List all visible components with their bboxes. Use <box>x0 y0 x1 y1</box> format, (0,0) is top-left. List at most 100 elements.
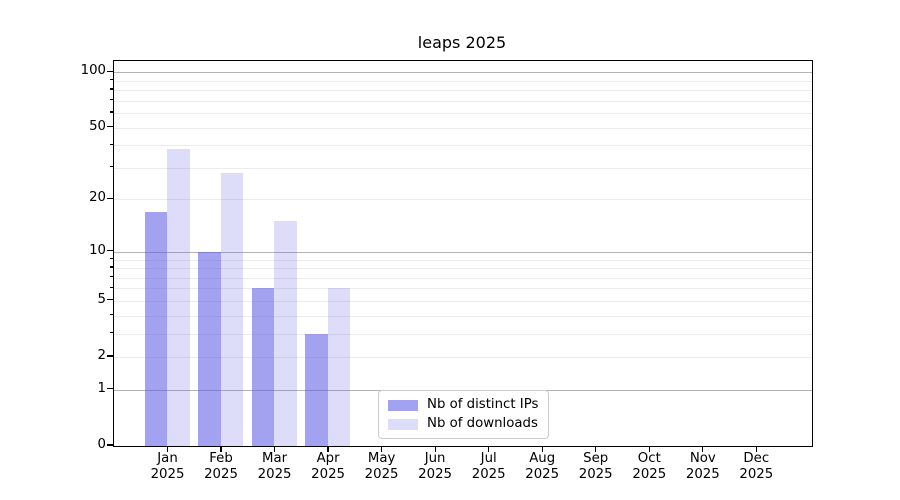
y-minortick-70 <box>109 99 113 101</box>
x-tick-label-dec: Dec 2025 <box>726 451 786 483</box>
x-tick-may <box>381 446 383 452</box>
bar-distinct-ips-mar <box>251 288 275 446</box>
x-tick-mar <box>273 446 276 452</box>
x-tick-month: Jan <box>157 451 178 466</box>
y-tick-2 <box>107 355 113 357</box>
gridline-90 <box>114 80 812 82</box>
x-tick-year: 2025 <box>578 467 613 482</box>
x-tick-label-apr: Apr 2025 <box>298 451 358 483</box>
y-tick-50 <box>107 125 113 128</box>
x-tick-month: Aug <box>529 451 556 466</box>
bar-distinct-ips-feb <box>198 251 221 446</box>
y-tick-label-0: 0 <box>97 437 106 452</box>
legend-label-downloads: Nb of downloads <box>427 416 538 431</box>
bar-downloads-apr <box>327 288 351 446</box>
x-tick-label-may: May 2025 <box>352 451 412 483</box>
gridline-8 <box>114 268 812 269</box>
gridline-10 <box>114 251 812 253</box>
y-minortick-40 <box>109 143 113 145</box>
gridline-70 <box>114 100 812 102</box>
x-tick-jun <box>434 446 436 452</box>
x-tick-month: Apr <box>316 451 340 466</box>
x-tick-month: Dec <box>743 451 770 466</box>
x-tick-nov <box>702 446 704 452</box>
y-minortick-7 <box>109 275 113 278</box>
y-tick-1 <box>107 388 113 390</box>
x-tick-month: Jun <box>424 451 446 466</box>
legend-item-distinct-ips: Nb of distinct IPs <box>388 397 538 413</box>
x-tick-label-jun: Jun 2025 <box>405 451 465 483</box>
gridline-5 <box>114 300 812 302</box>
bar-distinct-ips-apr <box>305 333 328 446</box>
x-tick-month: Mar <box>262 451 288 466</box>
gridline-50 <box>114 127 812 129</box>
x-tick-year: 2025 <box>204 467 238 482</box>
legend-swatch-distinct-ips <box>388 399 418 411</box>
y-tick-10 <box>107 250 113 252</box>
x-tick-month: Jul <box>480 451 497 466</box>
x-tick-year: 2025 <box>150 467 185 482</box>
x-tick-aug <box>541 446 543 452</box>
y-minortick-80 <box>109 88 113 90</box>
y-minortick-9 <box>109 257 113 260</box>
x-tick-year: 2025 <box>418 467 453 482</box>
gridline-2 <box>114 357 812 358</box>
gridline-40 <box>114 145 812 147</box>
gridline-4 <box>114 315 812 317</box>
x-tick-jan <box>166 446 169 452</box>
x-tick-label-nov: Nov 2025 <box>673 451 733 483</box>
x-tick-month: Feb <box>209 451 233 466</box>
gridline-7 <box>114 277 812 279</box>
y-tick-label-2: 2 <box>97 348 106 363</box>
x-tick-month: Sep <box>583 451 609 466</box>
gridline-9 <box>114 259 812 261</box>
x-tick-label-mar: Mar 2025 <box>245 451 305 483</box>
bar-distinct-ips-jan <box>144 211 167 446</box>
y-tick-label-50: 50 <box>89 118 106 134</box>
gridline-30 <box>114 167 812 169</box>
y-minortick-8 <box>109 266 113 268</box>
gridline-100 <box>114 72 812 74</box>
y-minortick-4 <box>109 314 113 316</box>
legend-item-downloads: Nb of downloads <box>388 416 538 432</box>
x-tick-year: 2025 <box>739 467 774 482</box>
y-minortick-90 <box>109 79 113 81</box>
gridline-6 <box>114 288 812 290</box>
x-tick-year: 2025 <box>364 467 399 482</box>
gridline-3 <box>114 333 812 335</box>
x-tick-label-aug: Aug 2025 <box>512 451 572 483</box>
y-minortick-30 <box>109 166 113 168</box>
x-tick-year: 2025 <box>632 467 667 482</box>
y-minortick-60 <box>109 111 113 113</box>
gridline-20 <box>114 199 812 201</box>
x-tick-label-jan: Jan 2025 <box>138 451 198 483</box>
x-tick-year: 2025 <box>525 467 560 482</box>
gridline-60 <box>114 113 812 115</box>
x-tick-label-jul: Jul 2025 <box>459 451 519 483</box>
x-tick-jul <box>488 446 490 452</box>
x-tick-year: 2025 <box>311 467 346 482</box>
bar-downloads-mar <box>274 221 297 446</box>
legend: Nb of distinct IPs Nb of downloads <box>378 390 550 439</box>
y-tick-5 <box>107 299 113 301</box>
y-minortick-3 <box>109 332 113 334</box>
y-tick-label-1: 1 <box>97 380 106 396</box>
legend-swatch-downloads <box>388 418 418 430</box>
x-tick-sep <box>595 446 597 452</box>
x-tick-year: 2025 <box>685 467 720 482</box>
y-tick-label-10: 10 <box>89 242 106 258</box>
x-tick-apr <box>327 446 329 452</box>
x-tick-year: 2025 <box>471 467 506 482</box>
y-tick-100 <box>107 70 113 72</box>
y-tick-label-20: 20 <box>89 190 106 206</box>
x-tick-month: Oct <box>637 451 661 466</box>
gridline-80 <box>114 90 812 92</box>
x-tick-label-oct: Oct 2025 <box>619 451 679 483</box>
x-tick-feb <box>220 446 222 452</box>
x-tick-dec <box>755 446 757 452</box>
plot-area <box>113 60 813 447</box>
legend-label-distinct-ips: Nb of distinct IPs <box>427 397 539 412</box>
y-tick-label-100: 100 <box>80 63 106 79</box>
y-tick-20 <box>107 197 113 200</box>
